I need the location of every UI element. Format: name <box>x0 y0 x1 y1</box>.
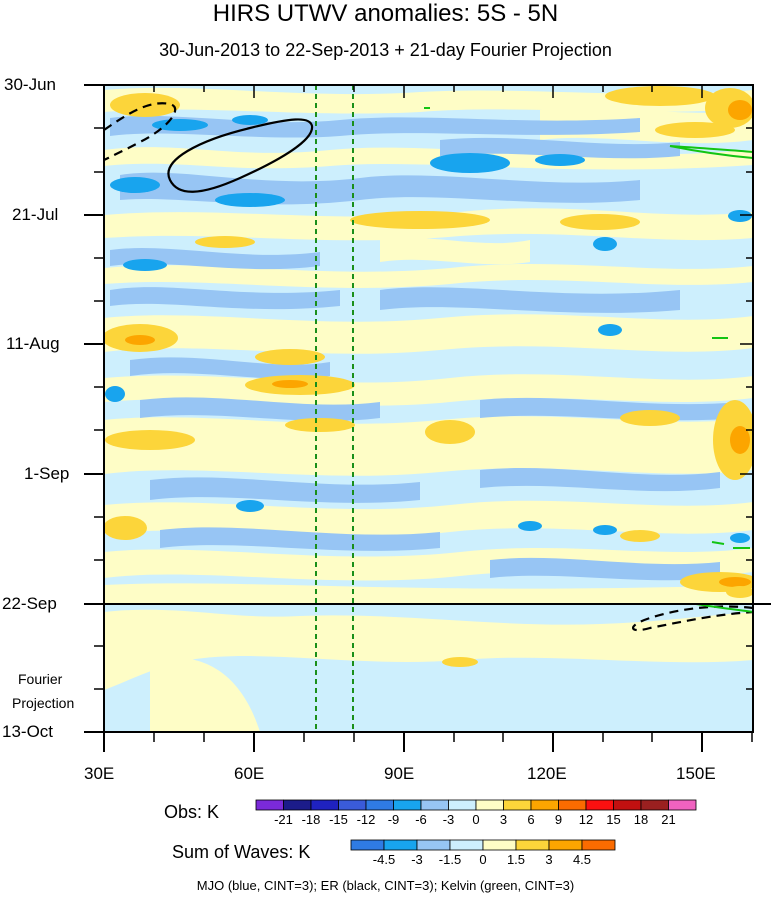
legend-level-label: -3 <box>411 852 423 867</box>
chart-subtitle: 30-Jun-2013 to 22-Sep-2013 + 21-day Four… <box>159 40 612 60</box>
y-tick-label: 11-Aug <box>6 334 60 353</box>
heatmap-field <box>104 85 753 732</box>
x-tick-label: 120E <box>527 764 567 783</box>
legend-swatch <box>420 799 449 811</box>
legend-level-label: 6 <box>527 812 534 827</box>
legend-swatch <box>548 839 583 851</box>
legend-swatch <box>640 799 669 811</box>
legend-swatch <box>383 839 418 851</box>
x-tick-label: 90E <box>384 764 415 783</box>
wave-legend-label: Sum of Waves: K <box>172 842 311 862</box>
legend-swatch <box>310 799 339 811</box>
legend-swatch <box>416 839 451 851</box>
plot-frame <box>103 84 754 733</box>
legend-level-label: -9 <box>388 812 400 827</box>
legend-level-label: -4.5 <box>373 852 395 867</box>
wave-legend: -4.5 -3 -1.5 0 1.5 3 4.5 <box>350 839 616 867</box>
x-minor-ticks <box>153 732 753 742</box>
legend-level-label: 3 <box>500 812 507 827</box>
x-tick-label: 30E <box>84 764 115 783</box>
legend-swatch <box>581 839 616 851</box>
y-right-ticks <box>740 127 753 690</box>
projection-label-line1: Fourier <box>18 671 63 687</box>
legend-level-label: 1.5 <box>507 852 525 867</box>
legend-swatch <box>475 799 504 811</box>
legend-level-label: 9 <box>555 812 562 827</box>
legend-swatch <box>558 799 587 811</box>
y-tick-label: 30-Jun <box>4 75 56 94</box>
legend-level-label: 0 <box>479 852 486 867</box>
legend-swatch <box>515 839 550 851</box>
legend-level-label: 4.5 <box>573 852 591 867</box>
y-tick-label: 13-Oct <box>2 722 54 741</box>
obs-legend: -21 -18 -15 -12 -9 -6 -3 0 3 6 9 12 15 18 21 <box>255 799 697 827</box>
legend-swatch <box>255 799 284 811</box>
obs-legend-label: Obs: K <box>164 802 220 822</box>
legend-swatch <box>449 839 484 851</box>
y-tick-label: 22-Sep <box>2 594 57 613</box>
legend-level-label: -21 <box>274 812 293 827</box>
legend-swatch <box>365 799 394 811</box>
contour-footer: MJO (blue, CINT=3); ER (black, CINT=3); … <box>196 878 575 893</box>
legend-level-label: 12 <box>579 812 593 827</box>
chart-title: HIRS UTWV anomalies: 5S - 5N <box>212 0 559 27</box>
legend-level-label: 15 <box>606 812 620 827</box>
legend-swatch <box>482 839 517 851</box>
y-tick-label: 21-Jul <box>12 205 59 224</box>
legend-level-label: 3 <box>545 852 552 867</box>
legend-swatch <box>283 799 312 811</box>
x-tick-label: 150E <box>676 764 716 783</box>
legend-level-label: -3 <box>443 812 455 827</box>
legend-swatch <box>503 799 532 811</box>
legend-level-label: -6 <box>415 812 427 827</box>
legend-level-label: -1.5 <box>439 852 461 867</box>
legend-swatch <box>530 799 559 811</box>
y-tick-label: 1-Sep <box>24 464 70 483</box>
legend-swatch <box>338 799 367 811</box>
legend-level-label: -18 <box>302 812 321 827</box>
legend-level-label: 0 <box>472 812 479 827</box>
legend-swatch <box>613 799 642 811</box>
legend-level-label: 21 <box>661 812 675 827</box>
x-top-ticks <box>153 85 703 98</box>
projection-label-line2: Projection <box>12 695 75 711</box>
x-major-ticks <box>103 732 703 752</box>
legend-level-label: -15 <box>329 812 348 827</box>
legend-level-label: 18 <box>634 812 648 827</box>
legend-level-label: -12 <box>357 812 376 827</box>
legend-swatch <box>668 799 697 811</box>
legend-swatch <box>448 799 477 811</box>
legend-swatch <box>393 799 422 811</box>
y-major-ticks <box>84 84 104 733</box>
er-contours <box>104 102 753 632</box>
legend-swatch <box>350 839 385 851</box>
y-minor-ticks <box>94 127 104 690</box>
legend-swatch <box>585 799 614 811</box>
x-tick-label: 60E <box>234 764 265 783</box>
